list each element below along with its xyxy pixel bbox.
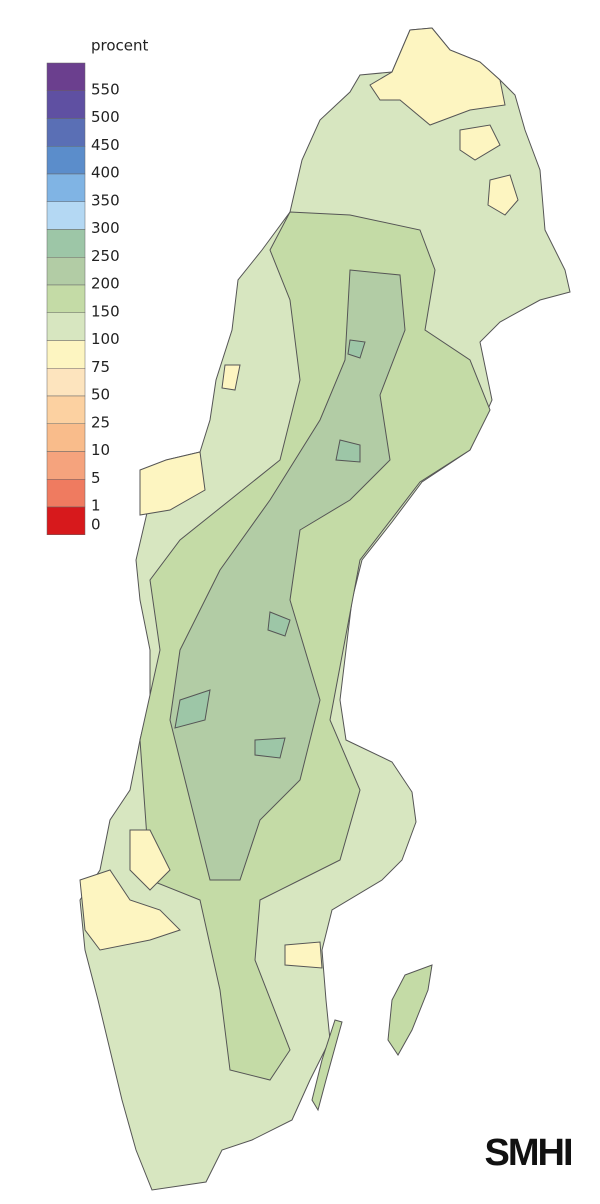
legend-swatch: [46, 146, 86, 175]
legend-label: 400: [91, 164, 120, 182]
legend-swatch: [46, 506, 86, 535]
legend-swatch: [46, 451, 86, 480]
legend-swatch: [46, 173, 86, 202]
legend-label: 50: [91, 386, 110, 404]
legend-label: 5: [91, 469, 101, 487]
legend-swatch: [46, 284, 86, 313]
legend-swatch: [46, 257, 86, 286]
legend-swatch: [46, 340, 86, 369]
legend-label: 150: [91, 302, 120, 320]
legend-swatch: [46, 118, 86, 147]
contour-75: [79, 27, 519, 969]
legend-label: 10: [91, 441, 110, 459]
legend-label: 450: [91, 136, 120, 154]
legend-swatch: [46, 423, 86, 452]
oland: [311, 1019, 343, 1112]
legend-label: 100: [91, 330, 120, 348]
legend-swatch: [46, 479, 86, 508]
legend-swatch: [46, 312, 86, 341]
legend-swatch: [46, 368, 86, 397]
legend: 550 500 450 400 350 300 250 200 150 100 75 50 25 10 5 1…: [46, 62, 120, 535]
legend-label: 550: [91, 80, 120, 98]
legend-swatch: [46, 90, 86, 119]
legend-title: procent: [91, 37, 149, 55]
legend-label: 200: [91, 275, 120, 293]
legend-label: 250: [91, 247, 120, 265]
legend-swatch: [46, 201, 86, 230]
legend-label: 25: [91, 413, 110, 431]
contour-200: [169, 269, 406, 881]
gotland: [387, 964, 433, 1056]
contour-250: [174, 339, 366, 759]
legend-label: 300: [91, 219, 120, 237]
legend-label: 0: [91, 515, 101, 533]
legend-label: 500: [91, 108, 120, 126]
legend-swatch: [46, 395, 86, 424]
legend-swatch: [46, 62, 86, 91]
legend-swatch: [46, 229, 86, 258]
legend-label: 75: [91, 358, 110, 376]
logo: SMHI: [485, 1132, 572, 1174]
legend-label: 350: [91, 191, 120, 209]
sweden-map: [79, 27, 571, 1191]
legend-label: 1: [91, 497, 101, 515]
